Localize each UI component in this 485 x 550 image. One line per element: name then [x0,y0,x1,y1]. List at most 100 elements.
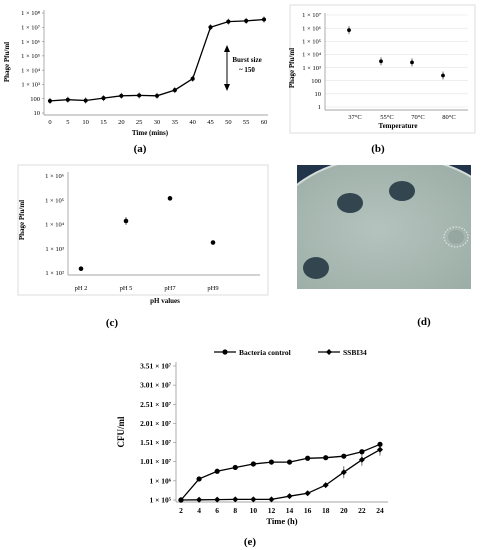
a-y-tick-label: 1 × 10⁶ [21,39,40,46]
e-x-tick-label: 6 [215,506,219,515]
e-data-point-ssbi34 [304,490,311,497]
a-data-point [172,88,177,93]
a-data-point [244,18,249,23]
e-x-tick-label: 4 [197,506,201,515]
e-data-point-bacteria [286,459,293,465]
c-frame [17,164,269,296]
e-data-point-ssbi34 [286,493,293,500]
a-arrow-head-down [224,84,230,91]
d-panel-label: (d) [417,316,431,328]
e-data-point-bacteria [341,453,347,459]
b-y-tick-label: 1 × 10⁷ [302,12,321,19]
c-y-tick-label: 1 × 10³ [45,246,64,253]
c-x-label: pH values [150,297,180,305]
b-x-tick-label: 80°C [442,114,455,121]
legend-label-bacteria: Bacteria control [239,348,291,357]
e-x-tick-label: 2 [179,506,183,515]
a-y-tick-label: 1 × 10⁵ [21,53,40,60]
e-y-tick-label: 3.01 × 10⁷ [140,381,172,390]
plaque-spot [337,193,363,213]
b-x-tick-label: 55°C [380,114,393,121]
e-y-tick-label: 1.51 × 10⁷ [140,438,172,447]
a-panel-label: (a) [134,143,147,155]
e-y-tick-label: 3.51 × 10⁷ [140,362,172,371]
c-y-tick-label: 1 × 10⁶ [45,173,64,180]
e-y-tick-label: 1 × 10⁶ [149,476,171,485]
plaque-spot [389,181,415,201]
a-data-point [137,93,142,98]
e-y-label: CFU/ml [116,416,126,447]
c-data-point [78,266,84,272]
b-y-tick-label: 10 [315,91,322,98]
a-x-tick-label: 25 [136,119,143,126]
b-y-tick-label: 1 × 10⁴ [302,52,322,59]
e-data-point-ssbi34 [178,497,184,503]
a-y-tick-label: 1 × 10⁷ [21,24,40,31]
legend-label-ssbi34: SSBI34 [343,348,367,357]
b-x-tick-label: 70°C [411,114,424,121]
a-x-tick-label: 10 [82,119,89,126]
e-data-point-ssbi34 [377,446,383,453]
c-x-tick-label: pH 5 [120,285,133,292]
panel-c: 1 × 10² 1 × 10³ 1 × 10⁴ 1 × 10⁵ 1 × 10⁶ pH 2… [17,164,269,329]
e-data-point-bacteria [305,455,311,461]
a-x-tick-label: 40 [189,119,196,126]
a-x-tick-label: 30 [154,119,161,126]
panel-b: 1 10 100 1 × 10³ 1 × 10⁴ 1 × 10⁵ 1 × 10⁶ 1 × 10… [288,4,476,155]
a-x-tick-label: 15 [100,119,107,126]
c-y-tick-label: 1 × 10² [45,270,64,277]
e-data-point-bacteria [377,441,383,447]
e-data-point-bacteria [250,461,256,467]
a-data-point [261,17,267,22]
e-data-point-bacteria [196,476,202,482]
e-series-line-bacteria [180,443,381,501]
e-data-point-bacteria [268,459,275,465]
b-data-point [347,28,351,33]
b-data-point [441,73,445,78]
a-x-tick-label: 45 [207,119,214,126]
e-x-tick-label: 10 [250,506,258,515]
e-x-label: Time (h) [266,516,297,526]
b-x-tick-label: 37°C [348,114,361,121]
c-x-tick-label: pH7 [164,285,176,292]
e-x-tick-label: 24 [376,506,384,515]
e-data-point-ssbi34 [322,482,329,489]
b-y-tick-label: 1 × 10⁶ [302,25,321,32]
b-data-point [379,59,383,64]
e-x-tick-label: 8 [233,506,237,515]
b-y-tick-label: 1 × 10⁵ [302,38,321,45]
e-data-point-ssbi34 [340,469,347,476]
a-x-tick-label: 35 [172,119,179,126]
b-y-label: Phage Pfu/ml [288,48,296,88]
plaque-spot-faint [443,226,469,248]
a-y-tick-label: 10 [34,110,41,117]
e-data-point-ssbi34 [268,496,275,503]
e-x-tick-label: 16 [304,506,312,515]
e-x-tick-label: 12 [268,506,276,515]
e-data-point-ssbi34 [250,496,257,503]
e-x-tick-label: 20 [340,506,348,515]
e-series-line-ssbi34 [180,449,381,501]
panel-e: Bacteria control SSBI34 1 × 10⁵ 1 × 10⁶ 1.… [116,348,388,548]
a-data-point [119,93,124,98]
c-x-tick-label: pH9 [207,285,218,292]
b-frame [289,4,476,134]
a-x-tick-label: 5 [66,119,69,126]
e-panel-label: (e) [244,536,257,548]
a-x-tick-label: 60 [261,119,268,126]
c-data-point [167,196,173,201]
a-y-tick-label: 100 [30,96,40,103]
e-x-tick-label: 14 [286,506,294,515]
a-y-tick-label: 1 × 10⁴ [21,67,41,74]
e-x-tick-label: 18 [322,506,330,515]
a-data-point [65,97,70,102]
a-x-tick-label: 0 [48,119,51,126]
a-y-tick-label: 1 × 10³ [21,82,40,89]
a-annotation-line1: Burst size [232,56,261,64]
a-x-tick-label: 55 [243,119,250,126]
e-data-point-bacteria [359,449,365,455]
c-panel-label: (c) [106,317,119,329]
e-y-tick-label: 2.51 × 10⁷ [140,400,172,409]
